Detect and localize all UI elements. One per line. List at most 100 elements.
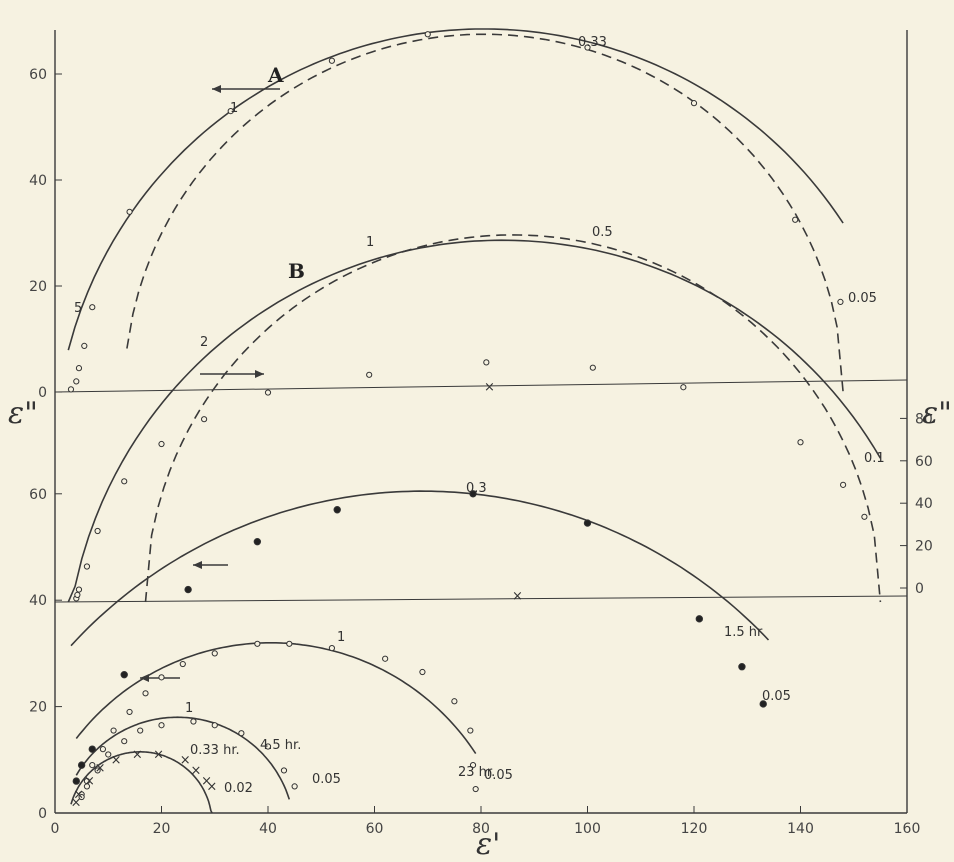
point-a-4: [89, 304, 96, 311]
x-axis-label: ε': [476, 827, 500, 862]
label-freq-002: 0.02: [224, 781, 253, 796]
point-s3-0: ×: [71, 795, 82, 810]
point-a-0: [67, 386, 75, 393]
label-series-45hr: 4.5 hr.: [260, 738, 301, 753]
data-points-layer: ××××× × × ××××: [67, 31, 868, 810]
arrow-a-head: [212, 85, 221, 93]
left-tick-label-lower-3: 60: [29, 487, 47, 503]
x-tick-label-1: 20: [153, 821, 171, 837]
x-tick-label-0: 0: [51, 821, 60, 837]
label-curve-b: B: [288, 259, 305, 283]
point-s3-1: ×: [73, 787, 84, 802]
point-s3-4: ×: [111, 753, 122, 768]
point-s2-3: [105, 751, 112, 758]
point-b-9: [366, 371, 373, 378]
right-tick-label-2: 40: [915, 496, 933, 512]
point-b-15: [861, 513, 868, 520]
label-freq-2: 2: [200, 335, 208, 350]
point-s0-0: [72, 777, 81, 785]
curve-b-solid: [67, 239, 882, 603]
center-mark-lower: ×: [512, 589, 523, 604]
curve-45hr: [75, 716, 291, 800]
point-s1-4: [110, 727, 117, 734]
point-s2-12: [291, 783, 298, 790]
label-freq-01: 0.1: [864, 451, 885, 466]
x-tick-label-3: 60: [366, 821, 384, 837]
point-a-3: [81, 342, 88, 349]
right-tick-label-4: 80: [915, 411, 933, 427]
point-s1-13: [382, 655, 389, 662]
label-curve-a: A: [267, 63, 284, 87]
arrow-b-head: [255, 370, 264, 378]
x-tick-label-4: 80: [472, 821, 490, 837]
point-s0-2: [88, 745, 96, 753]
point-s0-6: [333, 506, 341, 514]
point-s1-15: [451, 698, 458, 705]
right-tick-label-1: 20: [915, 539, 933, 555]
left-tick-label-lower-1: 20: [29, 700, 47, 716]
point-b-12: [680, 384, 687, 391]
point-b-1: [74, 591, 81, 599]
point-a-2: [75, 365, 83, 372]
point-s3-6: ×: [153, 747, 164, 762]
point-b-8: [264, 389, 272, 396]
point-s0-10: [738, 663, 746, 671]
label-freq-033: 0.33: [578, 35, 607, 50]
y-axis-label-left: ε": [8, 396, 38, 431]
point-s1-14: [419, 668, 426, 676]
point-b-10: [483, 359, 490, 366]
point-s2-2: [94, 767, 101, 774]
point-s1-9: [211, 650, 218, 657]
point-a-10: [690, 100, 698, 107]
point-a-9: [584, 44, 591, 51]
label-series-15hr: 1.5 hr: [724, 625, 763, 640]
point-s3-9: ×: [201, 774, 212, 789]
baseline-upper: [54, 379, 908, 393]
curves-layer: [67, 28, 882, 814]
x-tick-label-2: 40: [259, 821, 277, 837]
label-freq-05: 0.5: [592, 225, 613, 240]
point-s1-16: [467, 727, 474, 734]
point-s1-18: [472, 785, 479, 793]
point-s3-8: ×: [190, 763, 201, 778]
point-s1-5: [126, 708, 133, 716]
point-b-11: [589, 364, 596, 371]
x-tick-label-8: 160: [894, 821, 921, 837]
point-s1-2: [89, 762, 96, 769]
label-freq-1-45hr: 1: [185, 701, 193, 716]
label-freq-005-a: 0.05: [848, 291, 877, 306]
arrow-lower-2-head: [140, 674, 149, 682]
left-tick-label-upper-3: 60: [29, 67, 47, 83]
curve-23hr: [75, 642, 477, 755]
left-tick-label-upper-2: 40: [29, 173, 47, 189]
point-s2-9: [238, 730, 245, 737]
point-b-6: [158, 440, 165, 448]
point-s3-3: ×: [95, 761, 106, 776]
point-a-6: [227, 108, 234, 115]
point-s2-4: [121, 738, 128, 745]
label-freq-005-23hr: 0.05: [484, 768, 513, 783]
label-freq-1-b: 1: [366, 235, 374, 250]
label-freq-005-15hr: 0.05: [762, 689, 791, 704]
point-s3-5: ×: [132, 747, 143, 762]
left-tick-label-upper-0: 0: [38, 385, 47, 401]
point-b-5: [121, 478, 128, 485]
point-a-5: [126, 208, 133, 215]
x-tick-label-5: 100: [574, 821, 601, 837]
label-freq-005-45hr: 0.05: [312, 772, 341, 787]
label-series-033hr: 0.33 hr.: [190, 743, 240, 758]
x-tick-label-7: 140: [787, 821, 814, 837]
point-a-12: [837, 298, 844, 305]
curve-b-dashed: [144, 234, 882, 603]
x-tick-label-6: 120: [681, 821, 708, 837]
label-freq-1-23hr: 1: [337, 630, 345, 645]
point-b-7: [201, 416, 208, 423]
right-tick-label-3: 60: [915, 454, 933, 470]
label-freq-1-a: 1: [230, 101, 238, 116]
point-a-7: [328, 57, 335, 64]
label-series-23hr: 23 hr.: [458, 765, 495, 780]
point-s1-11: [286, 640, 293, 647]
point-b-4: [94, 527, 101, 535]
